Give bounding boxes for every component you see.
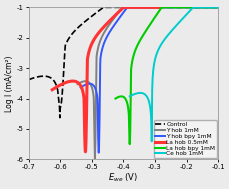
X-axis label: $E_{we}$ (V): $E_{we}$ (V)	[108, 172, 138, 184]
Y hob bpy 1mM	[114, 21, 117, 23]
Control	[76, 27, 79, 29]
Line: Y hob 1mM: Y hob 1mM	[77, 7, 217, 159]
Y hob bpy 1mM	[216, 6, 219, 9]
Y hob bpy 1mM	[171, 6, 174, 9]
Ce hob 1mM	[143, 94, 146, 96]
Control	[216, 6, 219, 9]
La hob bpy 1mM	[128, 143, 131, 145]
La hob 0.5mM	[114, 14, 117, 16]
Ce hob 1mM	[191, 6, 194, 9]
Ce hob 1mM	[216, 6, 219, 9]
La hob bpy 1mM	[182, 6, 185, 9]
La hob bpy 1mM	[132, 53, 135, 56]
La hob 0.5mM	[132, 6, 134, 9]
Line: La hob 0.5mM: La hob 0.5mM	[52, 7, 159, 152]
La hob bpy 1mM	[140, 36, 143, 38]
La hob 0.5mM	[84, 151, 86, 153]
La hob 0.5mM	[51, 89, 53, 91]
La hob bpy 1mM	[216, 6, 219, 9]
Line: La hob bpy 1mM: La hob bpy 1mM	[115, 7, 217, 144]
La hob bpy 1mM	[160, 6, 163, 9]
La hob bpy 1mM	[160, 6, 162, 9]
Y hob bpy 1mM	[183, 6, 185, 9]
La hob bpy 1mM	[191, 6, 194, 9]
Y hob 1mM	[170, 6, 173, 9]
Y-axis label: Log I (mA/cm²): Log I (mA/cm²)	[5, 55, 14, 112]
Y hob 1mM	[101, 34, 104, 36]
Line: Y hob bpy 1mM: Y hob bpy 1mM	[80, 7, 217, 153]
Control	[154, 6, 157, 9]
Y hob 1mM	[112, 17, 115, 19]
Y hob bpy 1mM	[97, 151, 100, 154]
Y hob bpy 1mM	[79, 86, 82, 89]
La hob bpy 1mM	[174, 6, 177, 9]
Ce hob 1mM	[128, 95, 131, 98]
La hob 0.5mM	[70, 80, 72, 82]
La hob bpy 1mM	[114, 97, 116, 100]
Y hob 1mM	[216, 6, 219, 9]
Ce hob 1mM	[180, 18, 183, 20]
La hob 0.5mM	[78, 83, 81, 86]
Y hob bpy 1mM	[160, 6, 163, 9]
Y hob 1mM	[76, 83, 79, 85]
Y hob bpy 1mM	[104, 39, 106, 41]
Control	[170, 6, 173, 9]
Control	[27, 79, 30, 81]
Ce hob 1mM	[168, 32, 171, 34]
La hob 0.5mM	[123, 6, 125, 9]
Ce hob 1mM	[150, 140, 153, 143]
Control	[113, 6, 116, 9]
Line: Ce hob 1mM: Ce hob 1mM	[129, 7, 217, 141]
Ce hob 1mM	[194, 6, 197, 9]
Y hob 1mM	[159, 6, 162, 9]
Ce hob 1mM	[151, 77, 153, 79]
Y hob 1mM	[182, 6, 185, 9]
Legend: Control, Y hob 1mM, Y hob bpy 1mM, La hob 0.5mM, La hob bpy 1mM, Ce hob 1mM: Control, Y hob 1mM, Y hob bpy 1mM, La ho…	[153, 120, 216, 158]
Control	[61, 91, 63, 93]
La hob 0.5mM	[99, 29, 102, 31]
Y hob 1mM	[120, 6, 123, 9]
Ce hob 1mM	[187, 11, 190, 13]
La hob 0.5mM	[122, 6, 124, 9]
La hob 0.5mM	[158, 6, 161, 9]
Y hob bpy 1mM	[125, 6, 128, 9]
Control	[102, 6, 104, 9]
Y hob 1mM	[140, 6, 142, 9]
Y hob 1mM	[93, 158, 96, 160]
Control	[139, 6, 142, 9]
Line: Control: Control	[28, 7, 217, 118]
Y hob bpy 1mM	[141, 6, 144, 9]
Control	[58, 117, 61, 119]
